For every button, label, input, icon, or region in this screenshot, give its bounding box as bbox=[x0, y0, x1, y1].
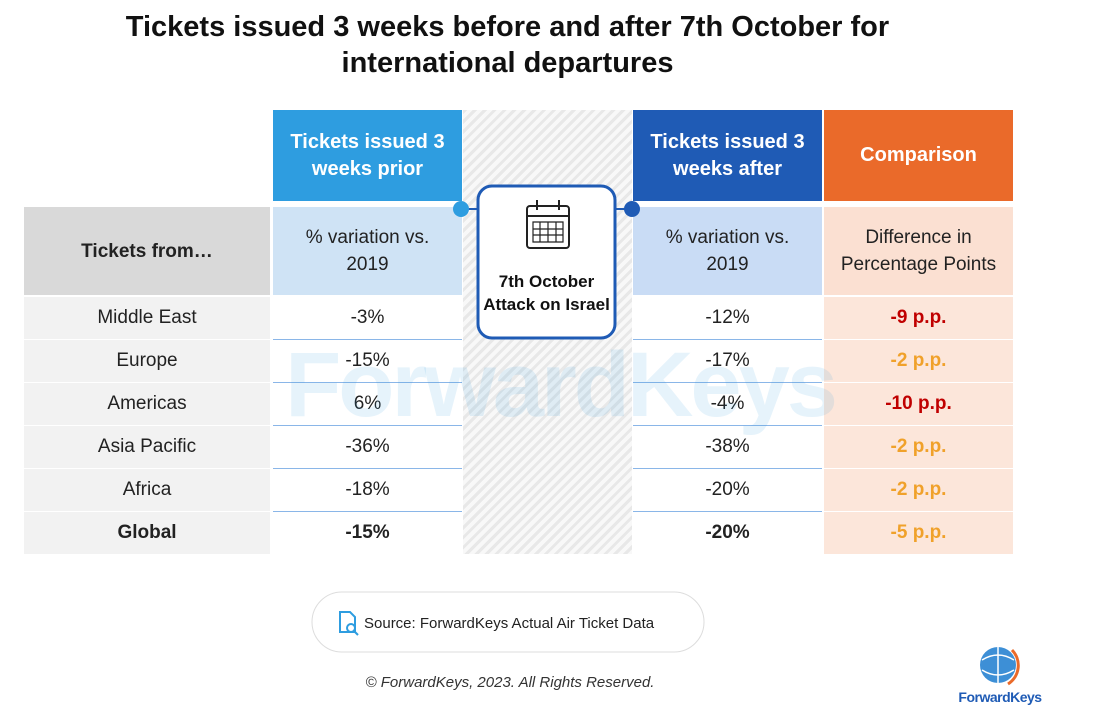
origin-cell: Global bbox=[24, 512, 270, 554]
header-after: Tickets issued 3 weeks after bbox=[633, 110, 822, 201]
difference-cell: -5 p.p. bbox=[824, 512, 1013, 554]
difference-cell: -2 p.p. bbox=[824, 469, 1013, 511]
prior-cell: 6% bbox=[353, 393, 382, 414]
source-pill bbox=[311, 591, 705, 653]
subheader-after: % variation vs. 2019 bbox=[633, 207, 822, 295]
origin-cell: Europe bbox=[24, 340, 270, 382]
row-divider bbox=[633, 382, 822, 383]
source-icon bbox=[339, 611, 359, 636]
after-cell: -20% bbox=[705, 479, 750, 500]
origin-cell: Asia Pacific bbox=[24, 426, 270, 468]
row-divider bbox=[633, 468, 822, 469]
after-cell: -4% bbox=[710, 393, 745, 414]
row-divider bbox=[633, 425, 822, 426]
row-divider bbox=[633, 339, 822, 340]
row-divider bbox=[273, 425, 462, 426]
origin-cell: Africa bbox=[24, 469, 270, 511]
row-divider bbox=[633, 511, 822, 512]
calendar-icon bbox=[526, 200, 570, 249]
source: Source: ForwardKeys Actual Air Ticket Da… bbox=[364, 614, 655, 632]
origin-cell: Middle East bbox=[24, 297, 270, 339]
event-box bbox=[476, 184, 617, 340]
difference-cell: -2 p.p. bbox=[824, 426, 1013, 468]
logo-text: ForwardKeys bbox=[958, 689, 1042, 705]
after-cell: -20% bbox=[705, 522, 750, 543]
difference-cell: -2 p.p. bbox=[824, 340, 1013, 382]
after-cell: -12% bbox=[705, 307, 750, 328]
copyright: © ForwardKeys, 2023. All Rights Reserved… bbox=[365, 673, 655, 691]
after-cell: -17% bbox=[705, 350, 750, 371]
origin-cell: Americas bbox=[24, 383, 270, 425]
subheader-prior: % variation vs. 2019 bbox=[273, 207, 462, 295]
subheader-origin: Tickets from… bbox=[24, 207, 270, 295]
header-prior: Tickets issued 3 weeks prior bbox=[273, 110, 462, 201]
watermark: ForwardKeys bbox=[285, 333, 838, 436]
title: Tickets issued 3 weeks before and after … bbox=[125, 11, 890, 79]
prior-cell: -18% bbox=[345, 479, 390, 500]
row-divider bbox=[273, 382, 462, 383]
connector-dot bbox=[624, 201, 640, 217]
header-comparison: Comparison bbox=[824, 110, 1013, 201]
prior-cell: -15% bbox=[345, 350, 390, 371]
after-cell: -38% bbox=[705, 436, 750, 457]
row-divider bbox=[273, 468, 462, 469]
row-divider bbox=[273, 339, 462, 340]
difference-cell: -10 p.p. bbox=[824, 383, 1013, 425]
subheader-comparison: Difference in Percentage Points bbox=[824, 207, 1013, 295]
prior-cell: -36% bbox=[345, 436, 390, 457]
prior-cell: -3% bbox=[350, 307, 385, 328]
event-label: 7th October Attack on Israel bbox=[483, 271, 610, 314]
logo-globe bbox=[980, 647, 1020, 686]
connector-dot bbox=[453, 201, 469, 217]
difference-cell: -9 p.p. bbox=[824, 297, 1013, 339]
row-divider bbox=[273, 511, 462, 512]
prior-cell: -15% bbox=[345, 522, 390, 543]
